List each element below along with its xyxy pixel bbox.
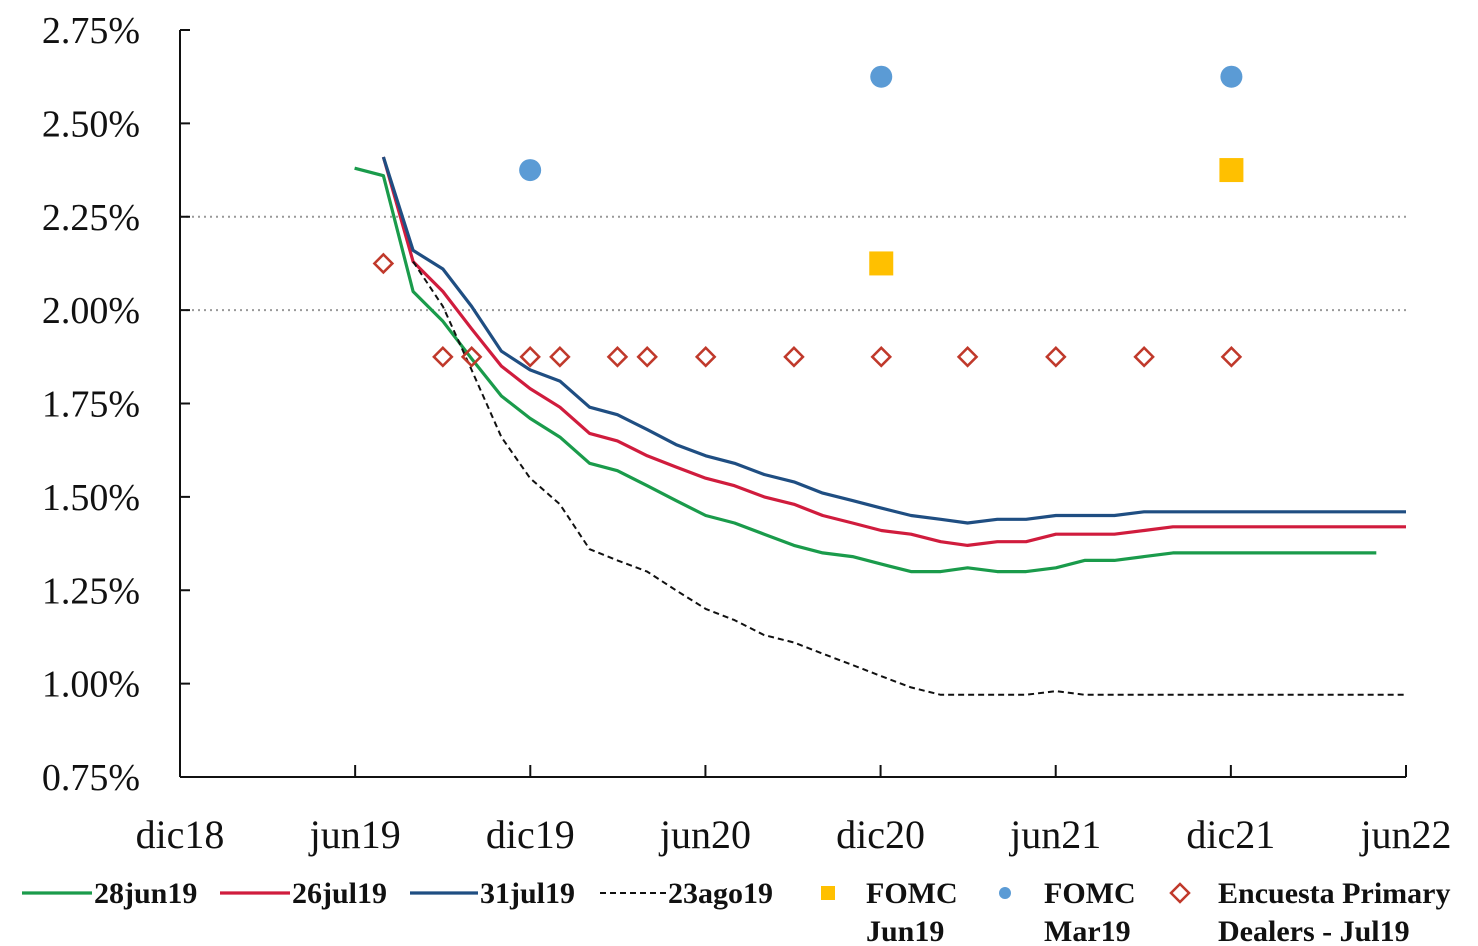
series-markers bbox=[372, 65, 1244, 368]
legend-swatch-square bbox=[821, 886, 835, 900]
marker-primary-dealers bbox=[870, 346, 893, 368]
legend-label-line2: Mar19 bbox=[1044, 915, 1131, 946]
series-line-31jul19 bbox=[381, 156, 1406, 525]
legend-label-line2: Jun19 bbox=[866, 915, 944, 946]
x-tick-label: jun20 bbox=[658, 812, 751, 857]
x-tick-label: dic19 bbox=[486, 812, 575, 857]
marker-fomc-mar19 bbox=[519, 159, 542, 182]
legend-label: 31jul19 bbox=[480, 877, 575, 910]
marker-primary-dealers bbox=[432, 346, 454, 368]
axes bbox=[179, 30, 1406, 778]
x-tick-label: jun21 bbox=[1008, 812, 1101, 857]
marker-fomc-jun19 bbox=[1219, 158, 1244, 183]
legend: 28jun19 26jul19 31jul19 23ago19 FOMC Jun19 FOM… bbox=[22, 877, 1450, 946]
marker-primary-dealers bbox=[372, 252, 395, 275]
legend-swatch-diamond bbox=[1169, 882, 1191, 904]
x-tick-label: dic18 bbox=[136, 812, 225, 857]
marker-fomc-jun19 bbox=[869, 251, 894, 276]
x-tick-label: jun22 bbox=[1358, 812, 1451, 857]
marker-fomc-mar19 bbox=[870, 65, 893, 88]
y-tick-label: 1.75% bbox=[42, 384, 140, 426]
y-tick-label: 1.00% bbox=[42, 664, 140, 706]
legend-label: FOMC bbox=[1044, 877, 1136, 910]
marker-primary-dealers bbox=[1133, 346, 1155, 368]
marker-primary-dealers bbox=[1220, 346, 1243, 368]
legend-label: 26jul19 bbox=[292, 877, 387, 910]
marker-fomc-mar19 bbox=[1220, 65, 1243, 88]
x-tick-label: dic21 bbox=[1186, 812, 1275, 857]
y-ticks: 0.75% 1.00% 1.25% 1.50% 1.75% 2.00% 2.25% 2.50%… bbox=[42, 10, 190, 799]
y-tick-label: 2.75% bbox=[42, 10, 140, 52]
x-tick-label: dic20 bbox=[836, 812, 925, 857]
marker-primary-dealers bbox=[694, 346, 717, 368]
legend-label-line2: Dealers - Jul19 bbox=[1218, 915, 1410, 946]
marker-primary-dealers bbox=[783, 346, 805, 368]
marker-primary-dealers bbox=[460, 346, 483, 368]
marker-primary-dealers bbox=[606, 346, 629, 368]
series-line-26jul19 bbox=[381, 156, 1406, 547]
series-lines bbox=[354, 156, 1406, 696]
reference-lines bbox=[180, 215, 1406, 312]
x-ticks: dic18 jun19 dic19 jun20 dic20 jun21 dic21 jun22 bbox=[136, 765, 1452, 857]
marker-primary-dealers bbox=[1045, 346, 1067, 368]
marker-primary-dealers bbox=[519, 346, 541, 368]
y-tick-label: 2.00% bbox=[42, 290, 140, 332]
legend-label: Encuesta Primary bbox=[1218, 877, 1450, 910]
y-tick-label: 0.75% bbox=[42, 757, 140, 799]
legend-label: FOMC bbox=[866, 877, 958, 910]
y-tick-label: 2.25% bbox=[42, 197, 140, 239]
marker-primary-dealers bbox=[636, 346, 658, 368]
y-tick-label: 1.50% bbox=[42, 477, 140, 519]
legend-label: 23ago19 bbox=[668, 877, 773, 910]
x-tick-label: jun19 bbox=[308, 812, 401, 857]
series-line-23ago19 bbox=[412, 261, 1406, 696]
y-tick-label: 2.50% bbox=[42, 103, 140, 145]
y-tick-label: 1.25% bbox=[42, 570, 140, 612]
legend-label: 28jun19 bbox=[94, 877, 197, 910]
series-line-28jun19 bbox=[354, 166, 1377, 574]
legend-swatch-circle bbox=[999, 887, 1011, 899]
marker-primary-dealers bbox=[956, 346, 979, 368]
marker-primary-dealers bbox=[549, 346, 571, 368]
